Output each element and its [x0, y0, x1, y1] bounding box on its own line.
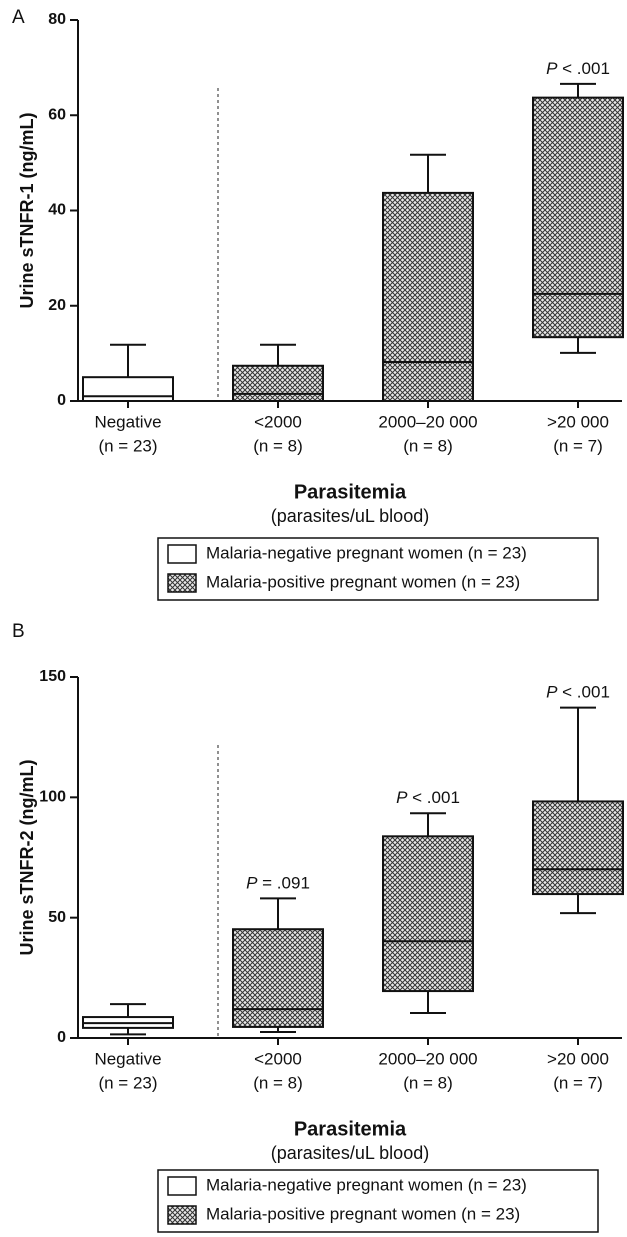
x-tick-label: 2000–20 000 [378, 1049, 477, 1068]
y-tick-label: 50 [48, 909, 66, 926]
y-tick-label: 100 [39, 789, 66, 806]
panel-label: B [12, 621, 25, 642]
box [532, 800, 624, 896]
box [82, 376, 174, 402]
x-tick-label: Negative [94, 1049, 161, 1068]
legend [157, 1169, 599, 1233]
x-tick-note: (n = 7) [553, 436, 603, 455]
legend-label: Malaria-negative pregnant women (n = 23) [206, 1175, 527, 1194]
p-value: P = .091 [246, 874, 310, 893]
x-tick-note: (n = 8) [253, 436, 303, 455]
box [232, 364, 324, 403]
x-tick-note: (n = 7) [553, 1073, 603, 1092]
y-tick-label: 40 [48, 202, 66, 219]
legend-swatch [167, 1205, 197, 1225]
panel-label: A [12, 7, 25, 28]
box [232, 928, 324, 1028]
x-tick-label: >20 000 [547, 412, 609, 431]
p-value: P < .001 [546, 59, 610, 78]
legend-label: Malaria-negative pregnant women (n = 23) [206, 543, 527, 562]
x-tick-label: >20 000 [547, 1049, 609, 1068]
x-tick-label: 2000–20 000 [378, 412, 477, 431]
legend-swatch [167, 1176, 197, 1196]
y-tick-label: 0 [57, 1029, 66, 1046]
x-tick-note: (n = 8) [403, 436, 453, 455]
x-tick-note: (n = 8) [253, 1073, 303, 1092]
legend-swatch [167, 573, 197, 593]
box [532, 96, 624, 339]
x-axis-sublabel: (parasites/uL blood) [271, 506, 429, 526]
y-tick-label: 80 [48, 11, 66, 28]
box [382, 191, 474, 402]
x-tick-label: <2000 [254, 412, 302, 431]
box [382, 835, 474, 993]
y-tick-label: 150 [39, 668, 66, 685]
legend-swatch [167, 544, 197, 564]
x-axis-sublabel: (parasites/uL blood) [271, 1143, 429, 1163]
y-tick-label: 20 [48, 297, 66, 314]
x-tick-note: (n = 8) [403, 1073, 453, 1092]
x-tick-label: <2000 [254, 1049, 302, 1068]
legend-label: Malaria-positive pregnant women (n = 23) [206, 1204, 520, 1223]
x-tick-label: Negative [94, 412, 161, 431]
y-tick-label: 0 [57, 392, 66, 409]
y-axis-label: Urine sTNFR-2 (ng/mL) [17, 759, 37, 955]
p-value: P < .001 [546, 683, 610, 702]
y-axis-label: Urine sTNFR-1 (ng/mL) [17, 112, 37, 308]
x-axis-label: Parasitemia [294, 481, 407, 503]
y-tick-label: 60 [48, 106, 66, 123]
x-tick-note: (n = 23) [98, 436, 157, 455]
p-value: P < .001 [396, 789, 460, 808]
x-tick-note: (n = 23) [98, 1073, 157, 1092]
legend-label: Malaria-positive pregnant women (n = 23) [206, 572, 520, 591]
legend [157, 537, 599, 601]
x-axis-label: Parasitemia [294, 1118, 407, 1140]
